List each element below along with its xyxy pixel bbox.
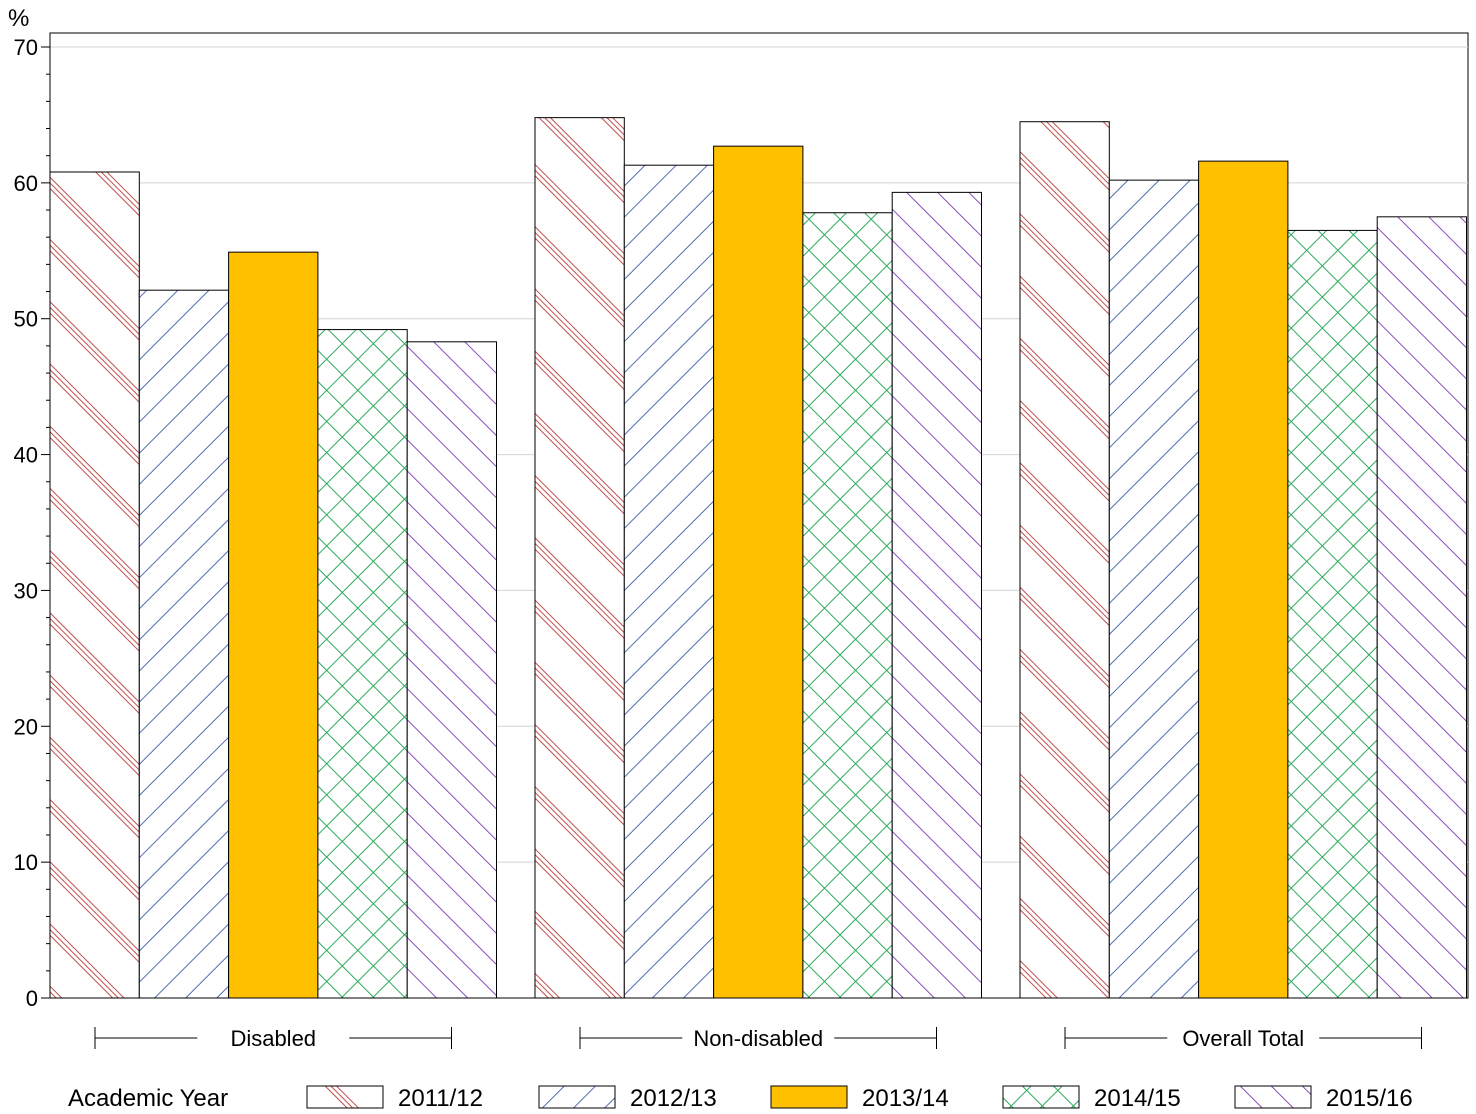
- bar-2015-16-overall-total: [1376, 216, 1467, 999]
- bar-2012-13-non-disabled: [623, 164, 715, 999]
- legend-swatch: [1002, 1085, 1080, 1109]
- category-label: Overall Total: [1182, 1026, 1304, 1051]
- legend-title: Academic Year: [68, 1085, 228, 1112]
- legend-swatch: [1234, 1085, 1312, 1109]
- y-axis-ticks: 0 10 20 30 40 50 60 70: [14, 35, 50, 1011]
- category-label: Disabled: [230, 1026, 316, 1051]
- y-tick-label: 40: [14, 443, 38, 468]
- bar-2012-13-overall-total: [1108, 179, 1200, 999]
- y-tick-label: 0: [26, 986, 38, 1011]
- y-tick-label: 70: [14, 35, 38, 60]
- y-tick-label: 30: [14, 578, 38, 603]
- bar-2011-12-non-disabled: [534, 117, 625, 999]
- category-label: Non-disabled: [693, 1026, 823, 1051]
- bar-2014-15-overall-total: [1287, 229, 1378, 999]
- bar-2011-12-disabled: [49, 171, 140, 999]
- y-tick-label: 20: [14, 714, 38, 739]
- y-tick-label: 60: [14, 171, 38, 196]
- bar-2015-16-disabled: [406, 341, 498, 999]
- y-tick-label: 50: [14, 307, 38, 332]
- bar-2011-12-overall-total: [1019, 121, 1110, 999]
- bar-2012-13-disabled: [138, 289, 230, 999]
- legend-label: 2012/13: [630, 1085, 717, 1112]
- legend-label: 2015/16: [1326, 1085, 1413, 1112]
- bar-2013-14-overall-total: [1198, 160, 1289, 999]
- category-labels: Disabled Non-disabled Overall Total: [94, 1026, 1422, 1051]
- bar-2015-16-non-disabled: [891, 191, 983, 999]
- y-tick-label: 10: [14, 850, 38, 875]
- legend-swatch: [306, 1085, 384, 1109]
- legend-label: 2013/14: [862, 1085, 949, 1112]
- legend-label: 2014/15: [1094, 1085, 1181, 1112]
- bar-2014-15-disabled: [317, 329, 408, 999]
- legend-swatch: [770, 1085, 848, 1109]
- bar-2013-14-disabled: [228, 251, 319, 999]
- legend-label: 2011/12: [398, 1085, 483, 1112]
- legend: Academic Year 2011/12 2012/13 2013/14 2014/…: [68, 1085, 1413, 1112]
- bars: [49, 117, 1467, 999]
- legend-swatch: [538, 1085, 616, 1109]
- bar-2014-15-non-disabled: [802, 212, 893, 999]
- y-axis-unit-label: %: [8, 5, 29, 32]
- bar-2013-14-non-disabled: [713, 145, 804, 999]
